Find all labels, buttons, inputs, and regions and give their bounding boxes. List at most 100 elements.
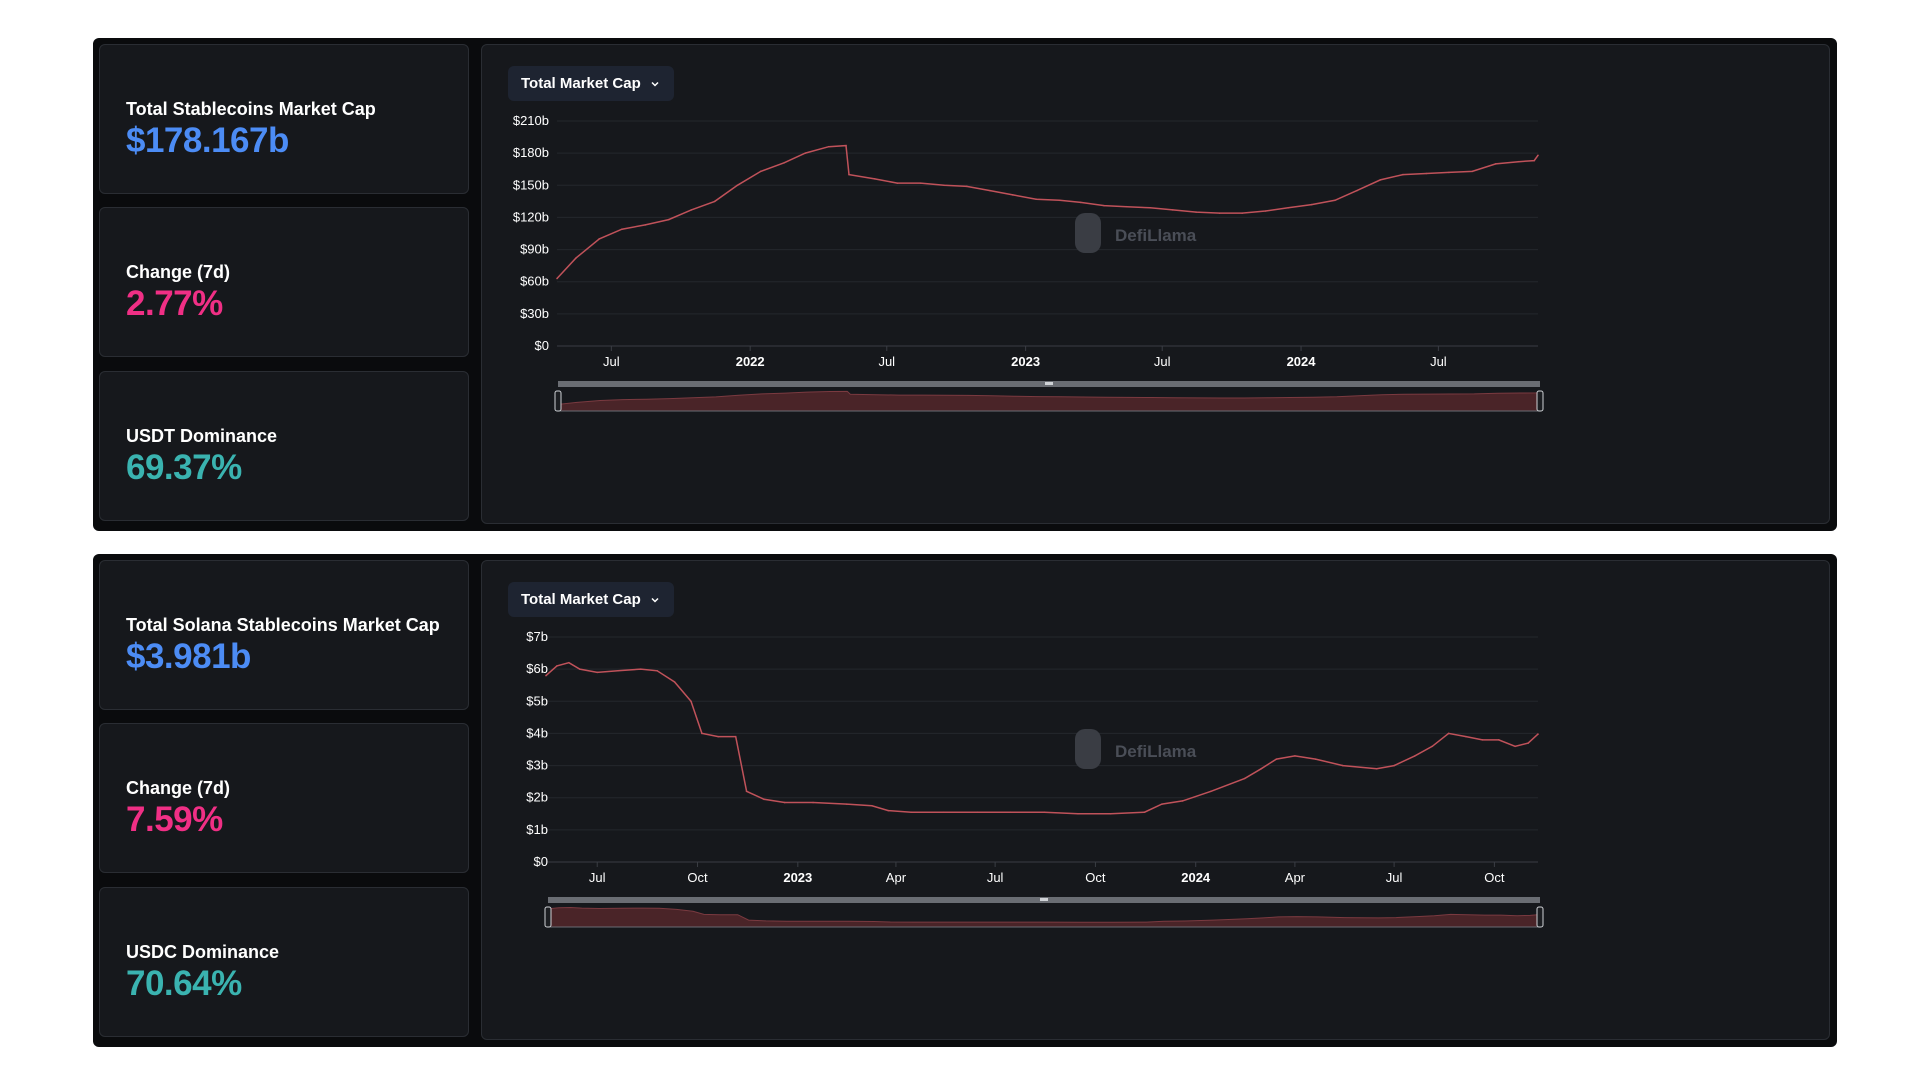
x-tick-label: Apr bbox=[886, 870, 907, 885]
slider-preview-area bbox=[557, 390, 1541, 412]
data-point bbox=[1287, 206, 1290, 209]
x-tick-label: Oct bbox=[1085, 870, 1106, 885]
data-point bbox=[976, 811, 979, 813]
data-point bbox=[1310, 203, 1313, 206]
y-tick-label: $6b bbox=[526, 661, 548, 676]
data-point bbox=[596, 671, 599, 674]
chart-type-dropdown[interactable]: Total Market Cap bbox=[508, 582, 674, 617]
data-point bbox=[848, 173, 850, 176]
data-point bbox=[1481, 739, 1484, 741]
y-tick-label: $0 bbox=[535, 338, 549, 353]
slider-left-handle[interactable] bbox=[554, 390, 562, 412]
data-point bbox=[763, 798, 765, 801]
watermark-text: DefiLlama bbox=[1115, 226, 1197, 245]
data-point bbox=[1334, 199, 1336, 202]
data-point bbox=[1494, 163, 1497, 165]
watermark: DefiLlama bbox=[1075, 729, 1197, 769]
change-7d-card: Change (7d) 2.77% bbox=[99, 207, 469, 357]
data-point bbox=[1537, 733, 1539, 735]
data-point bbox=[1448, 171, 1450, 174]
data-point bbox=[556, 277, 558, 280]
x-tick-label: Apr bbox=[1285, 870, 1306, 885]
data-point bbox=[617, 669, 619, 672]
stat-label: Total Stablecoins Market Cap bbox=[126, 99, 376, 119]
data-point bbox=[965, 185, 968, 188]
data-point bbox=[1533, 159, 1536, 162]
watermark-text: DefiLlama bbox=[1115, 742, 1197, 761]
data-point bbox=[1079, 201, 1082, 204]
data-point bbox=[1497, 739, 1500, 741]
range-slider bbox=[544, 897, 1544, 928]
x-tick-label: 2023 bbox=[783, 870, 812, 885]
solana-stablecoins-panel: Total Solana Stablecoins Market Cap $3.9… bbox=[93, 554, 1837, 1047]
data-point bbox=[1342, 764, 1344, 767]
data-point bbox=[1181, 800, 1184, 802]
market-cap-chart: $0 $1b $2b $3b $4b $5b $6b $7b Jul Oct 2023 Apr Jul O… bbox=[526, 629, 1544, 928]
data-point bbox=[1527, 742, 1529, 744]
data-point bbox=[673, 681, 676, 683]
llama-logo-icon bbox=[1075, 729, 1101, 769]
chart-type-dropdown[interactable]: Total Market Cap bbox=[508, 66, 674, 101]
data-point bbox=[734, 735, 737, 738]
x-tick-label: Jul bbox=[1430, 354, 1447, 369]
data-point bbox=[1314, 758, 1317, 760]
stat-label: USDT Dominance bbox=[126, 426, 278, 446]
data-point bbox=[690, 700, 692, 703]
y-tick-label: $180b bbox=[513, 145, 549, 160]
x-tick-label: Oct bbox=[1484, 870, 1505, 885]
slider-preview-area bbox=[547, 906, 1541, 928]
data-point bbox=[1043, 811, 1045, 813]
x-tick-label: Jul bbox=[1386, 870, 1403, 885]
x-tick-label: Oct bbox=[687, 870, 708, 885]
y-tick-label: $5b bbox=[526, 693, 548, 708]
data-point bbox=[598, 238, 601, 240]
data-point bbox=[846, 803, 848, 805]
data-point bbox=[713, 200, 716, 203]
slider-grip-icon bbox=[1040, 898, 1048, 901]
chevron-down-icon bbox=[651, 597, 659, 603]
x-tick-label: 2023 bbox=[1011, 354, 1040, 369]
x-tick-label: Jul bbox=[589, 870, 606, 885]
y-tick-label: $7b bbox=[526, 629, 548, 644]
data-point bbox=[1125, 205, 1128, 208]
slider-left-handle[interactable] bbox=[544, 906, 552, 928]
data-point bbox=[1393, 764, 1395, 767]
data-point bbox=[1149, 206, 1151, 209]
data-point bbox=[1241, 212, 1243, 214]
y-tick-label: $120b bbox=[513, 209, 549, 224]
data-point bbox=[640, 668, 642, 670]
data-point bbox=[690, 209, 693, 211]
series-line bbox=[545, 661, 1539, 815]
y-tick-label: $90b bbox=[520, 242, 549, 257]
data-point bbox=[1294, 755, 1296, 757]
data-point bbox=[1210, 790, 1212, 793]
data-point bbox=[1243, 777, 1246, 780]
data-point bbox=[1009, 811, 1012, 813]
y-tick-label: $0 bbox=[534, 854, 548, 869]
total-market-cap-card: Total Stablecoins Market Cap $178.167b bbox=[99, 44, 469, 194]
data-point bbox=[1465, 735, 1467, 738]
data-point bbox=[783, 801, 786, 804]
data-point bbox=[1103, 204, 1105, 207]
data-point bbox=[656, 669, 658, 672]
y-tick-label: $150b bbox=[513, 177, 549, 192]
market-cap-chart: $0 $30b $60b $90b $120b $150b $180b $210b Jul 202… bbox=[513, 113, 1544, 412]
data-point bbox=[896, 182, 899, 184]
stat-value: 7.59% bbox=[126, 800, 223, 839]
data-point bbox=[568, 661, 570, 664]
slider-right-handle[interactable] bbox=[1536, 390, 1544, 412]
change-7d-card: Change (7d) 7.59% bbox=[99, 723, 469, 873]
slider-right-handle[interactable] bbox=[1536, 906, 1544, 928]
series-line bbox=[556, 144, 1539, 280]
dominance-card: USDC Dominance 70.64% bbox=[99, 887, 469, 1037]
data-point bbox=[1161, 803, 1163, 805]
y-tick-label: $30b bbox=[520, 306, 549, 321]
y-tick-label: $2b bbox=[526, 790, 548, 805]
dominance-card: USDT Dominance 69.37% bbox=[99, 371, 469, 521]
stat-label: Change (7d) bbox=[126, 262, 231, 282]
data-point bbox=[1260, 767, 1262, 770]
x-tick-label: Jul bbox=[603, 354, 620, 369]
data-point bbox=[736, 184, 739, 187]
data-point bbox=[578, 668, 581, 670]
data-point bbox=[943, 184, 945, 187]
